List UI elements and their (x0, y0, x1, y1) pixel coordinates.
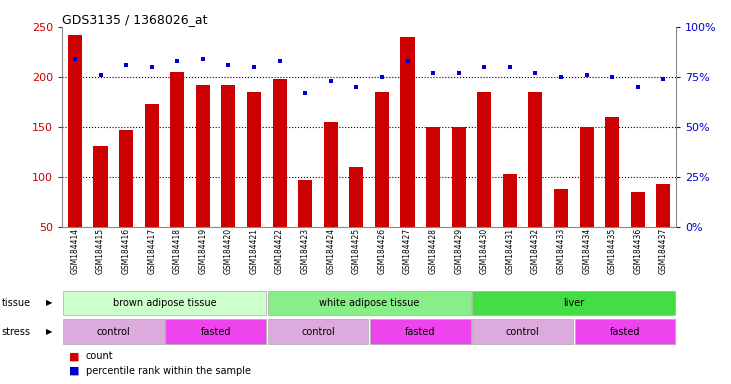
Bar (477, 92, 491, 227)
Text: count: count (86, 351, 113, 361)
Point (222, 62, 234, 68)
Text: ▶: ▶ (46, 298, 53, 308)
Bar (426, 127, 440, 227)
Point (351, 84, 363, 90)
Bar (273, 79, 287, 227)
Text: GSM184429: GSM184429 (454, 228, 463, 274)
Text: GSM184419: GSM184419 (198, 228, 208, 274)
Bar (268, 291, 471, 315)
Text: brown adipose tissue: brown adipose tissue (113, 298, 216, 308)
Text: control: control (301, 327, 335, 337)
Text: stress: stress (1, 327, 31, 337)
Text: control: control (96, 327, 130, 337)
Point (453, 70, 465, 76)
Text: GSM184424: GSM184424 (326, 228, 336, 274)
Text: ▶: ▶ (46, 327, 53, 336)
Point (606, 74, 618, 80)
Bar (472, 319, 573, 344)
Bar (656, 184, 670, 227)
Point (69, 56, 81, 62)
Bar (145, 104, 159, 227)
Text: GSM184423: GSM184423 (300, 228, 310, 274)
Bar (472, 291, 675, 315)
Point (504, 64, 516, 70)
Bar (221, 85, 235, 227)
Point (120, 62, 132, 68)
Point (300, 90, 311, 96)
Text: GSM184437: GSM184437 (659, 228, 668, 274)
Text: GSM184432: GSM184432 (531, 228, 540, 274)
Text: GDS3135 / 1368026_at: GDS3135 / 1368026_at (62, 13, 208, 26)
Text: percentile rank within the sample: percentile rank within the sample (86, 366, 251, 376)
Point (171, 58, 183, 64)
Bar (580, 127, 594, 227)
Point (529, 70, 541, 76)
Bar (349, 167, 363, 227)
Bar (529, 92, 542, 227)
Text: GSM184430: GSM184430 (480, 228, 489, 274)
Text: control: control (506, 327, 539, 337)
Bar (605, 117, 619, 227)
Point (658, 76, 670, 82)
Point (249, 64, 260, 70)
Bar (63, 319, 164, 344)
Bar (503, 174, 517, 227)
Point (581, 72, 593, 78)
Text: GSM184431: GSM184431 (505, 228, 515, 274)
Text: white adipose tissue: white adipose tissue (319, 298, 420, 308)
Text: GSM184415: GSM184415 (96, 228, 105, 274)
Point (427, 70, 439, 76)
Text: GSM184426: GSM184426 (377, 228, 387, 274)
Text: ■: ■ (69, 366, 80, 376)
Bar (68, 35, 82, 227)
Point (632, 84, 644, 90)
Text: GSM184421: GSM184421 (249, 228, 259, 274)
Bar (94, 146, 107, 227)
Text: GSM184417: GSM184417 (147, 228, 156, 274)
Text: GSM184434: GSM184434 (582, 228, 591, 274)
Text: GSM184433: GSM184433 (556, 228, 566, 274)
Bar (119, 130, 133, 227)
Text: tissue: tissue (1, 298, 31, 308)
Bar (170, 72, 184, 227)
Text: GSM184418: GSM184418 (173, 228, 182, 274)
Bar (268, 319, 368, 344)
Point (556, 74, 567, 80)
Bar (452, 127, 466, 227)
Point (478, 64, 490, 70)
Bar (554, 189, 568, 227)
Text: GSM184414: GSM184414 (70, 228, 80, 274)
Point (95, 72, 107, 78)
Text: fasted: fasted (610, 327, 640, 337)
Bar (375, 92, 389, 227)
Text: GSM184435: GSM184435 (607, 228, 617, 274)
Text: GSM184427: GSM184427 (403, 228, 412, 274)
Text: fasted: fasted (200, 327, 231, 337)
Text: GSM184416: GSM184416 (121, 228, 131, 274)
Bar (324, 122, 338, 227)
Point (145, 64, 158, 70)
Text: liver: liver (563, 298, 585, 308)
Point (197, 56, 209, 62)
Point (376, 74, 387, 80)
Bar (63, 291, 266, 315)
Point (325, 78, 336, 84)
Text: ■: ■ (69, 351, 80, 361)
Bar (247, 92, 261, 227)
Bar (196, 85, 210, 227)
Point (273, 58, 285, 64)
Text: GSM184425: GSM184425 (352, 228, 361, 274)
Bar (575, 319, 675, 344)
Text: GSM184422: GSM184422 (275, 228, 284, 274)
Bar (370, 319, 471, 344)
Text: GSM184420: GSM184420 (224, 228, 233, 274)
Bar (631, 192, 645, 227)
Bar (165, 319, 266, 344)
Text: GSM184436: GSM184436 (633, 228, 643, 274)
Bar (401, 37, 414, 227)
Bar (298, 180, 312, 227)
Point (402, 58, 414, 64)
Text: fasted: fasted (405, 327, 436, 337)
Text: GSM184428: GSM184428 (428, 228, 438, 274)
